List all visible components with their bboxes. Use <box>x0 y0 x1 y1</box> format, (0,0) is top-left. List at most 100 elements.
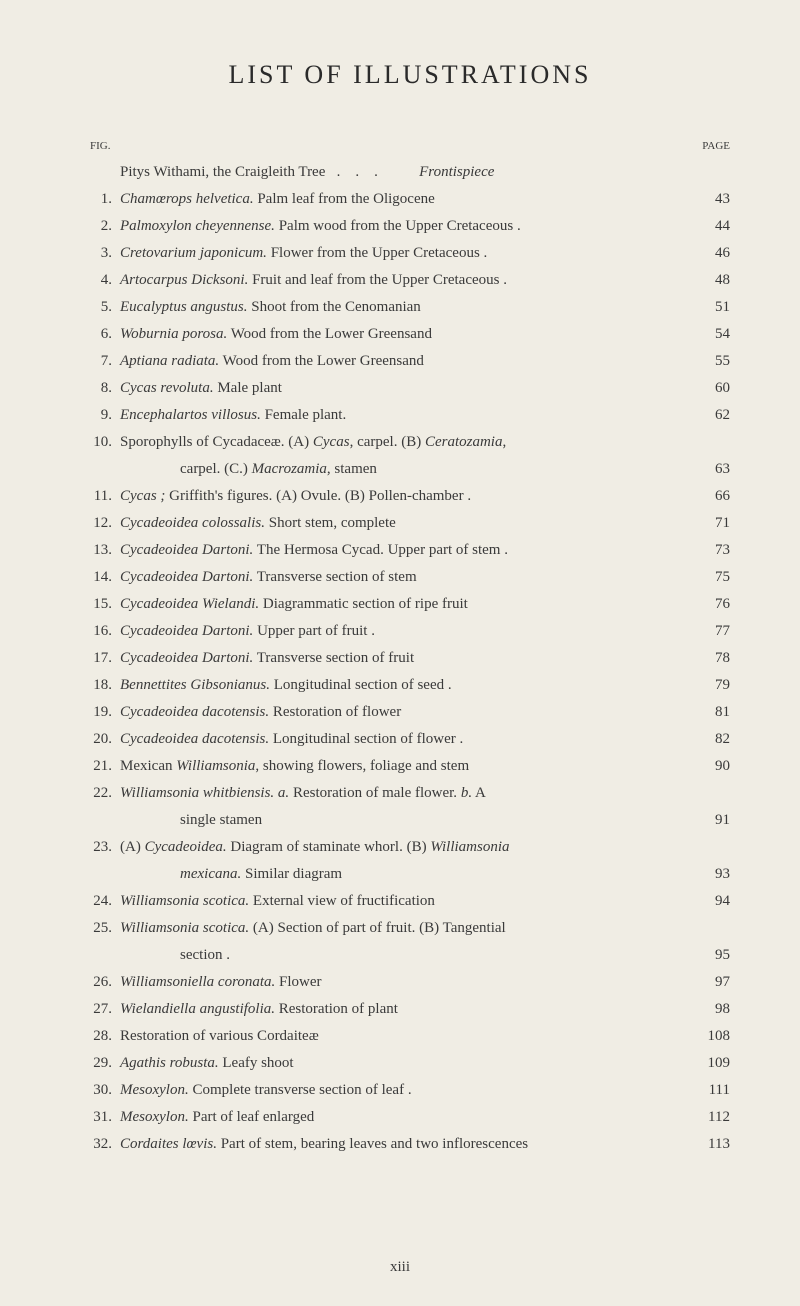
toc-list: Pitys Withami, the Craigleith Tree . . .… <box>90 160 730 1156</box>
item-page: 113 <box>690 1132 730 1156</box>
item-number: 14. <box>90 565 120 589</box>
toc-item: carpel. (C.) Macrozamia, stamen63 <box>90 457 730 481</box>
toc-item: 32.Cordaites lœvis. Part of stem, bearin… <box>90 1132 730 1156</box>
item-text: Artocarpus Dicksoni. Fruit and leaf from… <box>120 268 690 292</box>
item-text: Bennettites Gibsonianus. Longitudinal se… <box>120 673 690 697</box>
item-page: 93 <box>690 862 730 886</box>
toc-item: 8.Cycas revoluta. Male plant60 <box>90 376 730 400</box>
frontispiece-text: Pitys Withami, the Craigleith Tree . . .… <box>120 160 730 184</box>
item-text: Palmoxylon cheyennense. Palm wood from t… <box>120 214 690 238</box>
item-text: Encephalartos villosus. Female plant. <box>120 403 690 427</box>
item-text: Cycas ; Griffith's figures. (A) Ovule. (… <box>120 484 690 508</box>
item-number: 1. <box>90 187 120 211</box>
item-page: 76 <box>690 592 730 616</box>
item-page: 81 <box>690 700 730 724</box>
toc-item: 31.Mesoxylon. Part of leaf enlarged112 <box>90 1105 730 1129</box>
toc-item: 25.Williamsonia scotica. (A) Section of … <box>90 916 730 940</box>
page-title: LIST OF ILLUSTRATIONS <box>90 60 730 90</box>
toc-item: 19.Cycadeoidea dacotensis. Restoration o… <box>90 700 730 724</box>
item-number: 16. <box>90 619 120 643</box>
column-headers: FIG. PAGE <box>90 140 730 152</box>
item-text: Cycadeoidea Dartoni. Upper part of fruit… <box>120 619 690 643</box>
item-page: 78 <box>690 646 730 670</box>
item-page: 94 <box>690 889 730 913</box>
item-text: carpel. (C.) Macrozamia, stamen <box>120 457 690 481</box>
item-page: 73 <box>690 538 730 562</box>
item-page: 91 <box>690 808 730 832</box>
item-number: 12. <box>90 511 120 535</box>
item-text: Mesoxylon. Complete transverse section o… <box>120 1078 690 1102</box>
item-text: mexicana. Similar diagram <box>120 862 690 886</box>
item-number: 2. <box>90 214 120 238</box>
item-number: 9. <box>90 403 120 427</box>
toc-item: 11.Cycas ; Griffith's figures. (A) Ovule… <box>90 484 730 508</box>
item-text: Agathis robusta. Leafy shoot <box>120 1051 690 1075</box>
toc-item: 20.Cycadeoidea dacotensis. Longitudinal … <box>90 727 730 751</box>
item-number: 17. <box>90 646 120 670</box>
item-page: 112 <box>690 1105 730 1129</box>
toc-item: 21.Mexican Williamsonia, showing flowers… <box>90 754 730 778</box>
page-header: PAGE <box>702 140 730 152</box>
item-text: Chamœrops helvetica. Palm leaf from the … <box>120 187 690 211</box>
item-text: section . <box>120 943 690 967</box>
toc-item: 10.Sporophylls of Cycadaceæ. (A) Cycas, … <box>90 430 730 454</box>
toc-item: 1.Chamœrops helvetica. Palm leaf from th… <box>90 187 730 211</box>
item-text: (A) Cycadeoidea. Diagram of staminate wh… <box>120 835 690 859</box>
toc-item: 22.Williamsonia whitbiensis. a. Restorat… <box>90 781 730 805</box>
toc-item: 9.Encephalartos villosus. Female plant.6… <box>90 403 730 427</box>
toc-item: 29.Agathis robusta. Leafy shoot109 <box>90 1051 730 1075</box>
item-text: Williamsonia scotica. External view of f… <box>120 889 690 913</box>
item-number: 3. <box>90 241 120 265</box>
item-number: 23. <box>90 835 120 859</box>
item-page: 75 <box>690 565 730 589</box>
item-page: 46 <box>690 241 730 265</box>
toc-item: 15.Cycadeoidea Wielandi. Diagrammatic se… <box>90 592 730 616</box>
frontispiece-rest: , the Craigleith Tree <box>205 164 325 180</box>
item-page: 44 <box>690 214 730 238</box>
item-page: 109 <box>690 1051 730 1075</box>
toc-item: 2.Palmoxylon cheyennense. Palm wood from… <box>90 214 730 238</box>
item-number: 19. <box>90 700 120 724</box>
item-number: 24. <box>90 889 120 913</box>
item-page: 97 <box>690 970 730 994</box>
item-text: Cycadeoidea Dartoni. Transverse section … <box>120 646 690 670</box>
item-text: Cycadeoidea Dartoni. The Hermosa Cycad. … <box>120 538 690 562</box>
toc-item: 30.Mesoxylon. Complete transverse sectio… <box>90 1078 730 1102</box>
item-text: Cycadeoidea dacotensis. Restoration of f… <box>120 700 690 724</box>
item-page: 54 <box>690 322 730 346</box>
item-number: 31. <box>90 1105 120 1129</box>
item-page: 111 <box>690 1078 730 1102</box>
item-text: Cycas revoluta. Male plant <box>120 376 690 400</box>
item-page: 62 <box>690 403 730 427</box>
item-number: 28. <box>90 1024 120 1048</box>
item-page: 108 <box>690 1024 730 1048</box>
item-text: Williamsoniella coronata. Flower <box>120 970 690 994</box>
item-text: Williamsonia whitbiensis. a. Restoration… <box>120 781 690 805</box>
item-text: Woburnia porosa. Wood from the Lower Gre… <box>120 322 690 346</box>
toc-item: 24.Williamsonia scotica. External view o… <box>90 889 730 913</box>
item-number: 26. <box>90 970 120 994</box>
item-number: 5. <box>90 295 120 319</box>
item-number: 29. <box>90 1051 120 1075</box>
item-text: Wielandiella angustifolia. Restoration o… <box>120 997 690 1021</box>
toc-item: 3.Cretovarium japonicum. Flower from the… <box>90 241 730 265</box>
item-number: 10. <box>90 430 120 454</box>
item-page: 51 <box>690 295 730 319</box>
toc-item: 4.Artocarpus Dicksoni. Fruit and leaf fr… <box>90 268 730 292</box>
frontispiece-item: Pitys Withami, the Craigleith Tree . . .… <box>90 160 730 184</box>
toc-item: 23.(A) Cycadeoidea. Diagram of staminate… <box>90 835 730 859</box>
item-text: Cycadeoidea Dartoni. Transverse section … <box>120 565 690 589</box>
item-text: Sporophylls of Cycadaceæ. (A) Cycas, car… <box>120 430 690 454</box>
item-page: 63 <box>690 457 730 481</box>
item-number: 8. <box>90 376 120 400</box>
item-page: 71 <box>690 511 730 535</box>
toc-item: 18.Bennettites Gibsonianus. Longitudinal… <box>90 673 730 697</box>
item-page: 48 <box>690 268 730 292</box>
item-number: 4. <box>90 268 120 292</box>
item-number: 27. <box>90 997 120 1021</box>
item-text: Cycadeoidea Wielandi. Diagrammatic secti… <box>120 592 690 616</box>
item-text: Restoration of various Cordaiteæ <box>120 1024 690 1048</box>
item-page: 95 <box>690 943 730 967</box>
item-number: 18. <box>90 673 120 697</box>
toc-item: 6.Woburnia porosa. Wood from the Lower G… <box>90 322 730 346</box>
